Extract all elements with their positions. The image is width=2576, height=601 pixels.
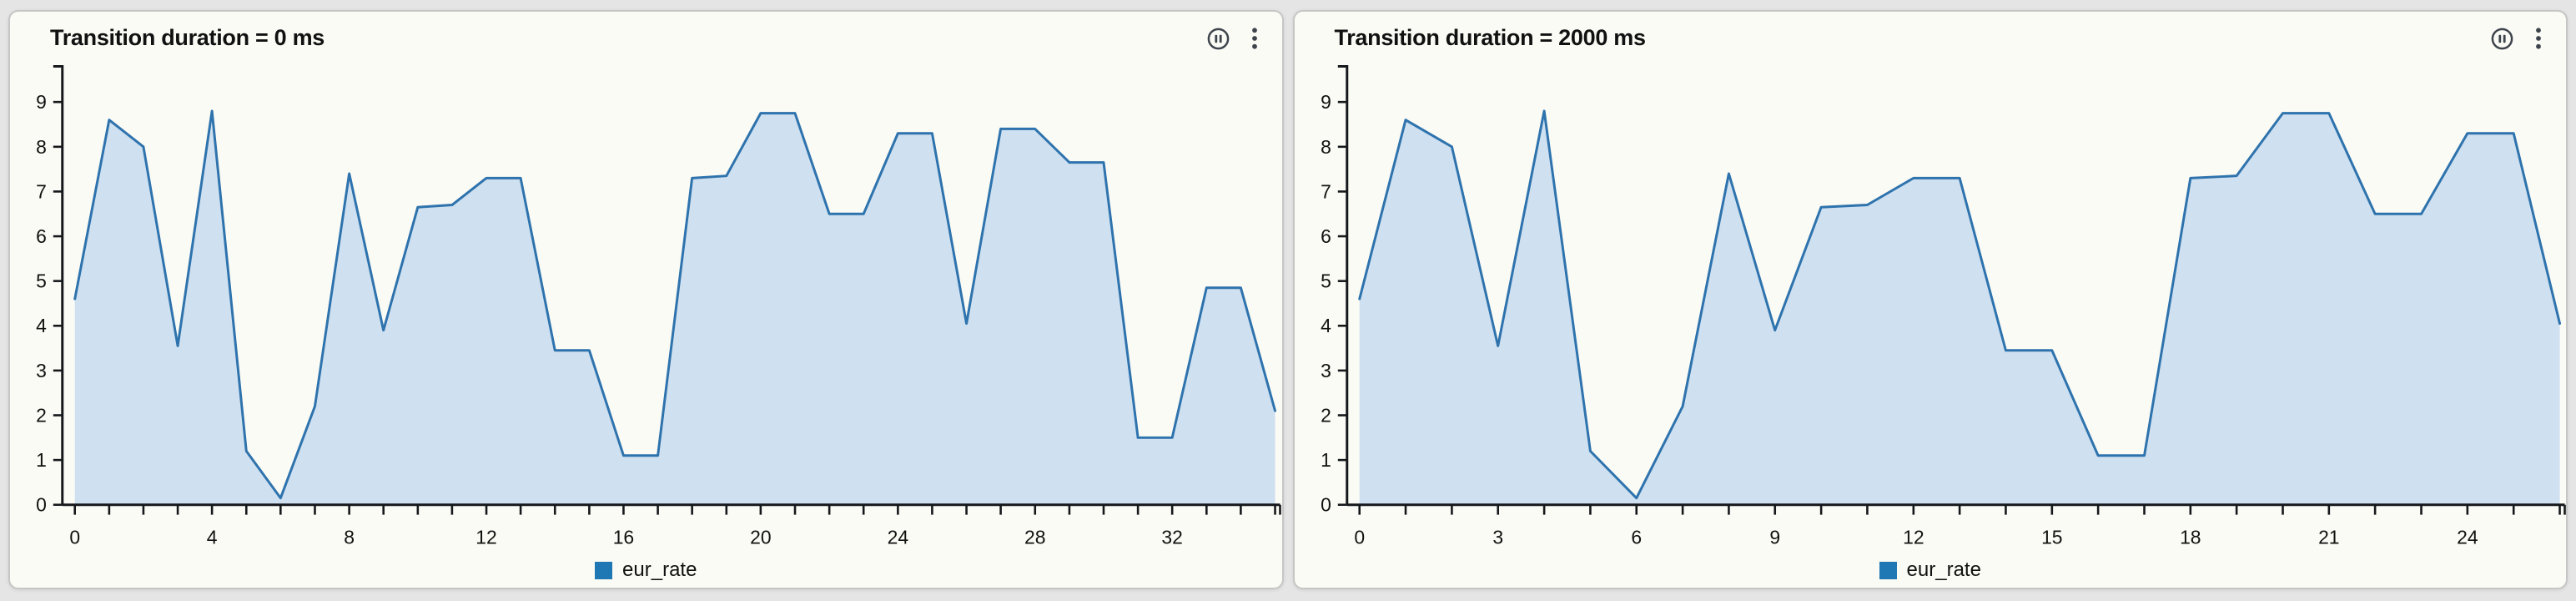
svg-text:5: 5 xyxy=(36,270,47,292)
pause-icon xyxy=(2491,28,2513,49)
svg-text:15: 15 xyxy=(2041,526,2062,548)
svg-text:24: 24 xyxy=(2457,526,2478,548)
pause-button[interactable] xyxy=(2490,27,2514,51)
svg-text:0: 0 xyxy=(36,494,47,516)
svg-text:6: 6 xyxy=(1321,225,1331,247)
svg-text:7: 7 xyxy=(1321,180,1331,202)
pause-button[interactable] xyxy=(1206,27,1230,51)
svg-text:3: 3 xyxy=(36,360,47,381)
panel-title: Transition duration = 0 ms xyxy=(50,25,325,50)
svg-text:2: 2 xyxy=(36,404,47,426)
svg-text:32: 32 xyxy=(1161,526,1182,548)
svg-text:16: 16 xyxy=(613,526,634,548)
svg-text:1: 1 xyxy=(36,449,47,471)
svg-text:4: 4 xyxy=(36,315,47,336)
kebab-menu-button[interactable] xyxy=(1250,26,1259,51)
svg-text:1: 1 xyxy=(1321,449,1331,471)
svg-text:8: 8 xyxy=(344,526,355,548)
svg-text:21: 21 xyxy=(2318,526,2339,548)
svg-text:28: 28 xyxy=(1024,526,1045,548)
panel-toolbar xyxy=(2490,26,2543,51)
svg-text:12: 12 xyxy=(1903,526,1924,548)
chart-panel-0ms: 0 4 8 12 16 20 24 28 32 0 1 2 3 4 5 6 7 8 9 Transition dur… xyxy=(8,10,1284,589)
svg-text:6: 6 xyxy=(36,225,47,247)
svg-text:9: 9 xyxy=(1769,526,1780,548)
svg-text:0: 0 xyxy=(69,526,80,548)
svg-text:0: 0 xyxy=(1354,526,1365,548)
kebab-menu-icon xyxy=(1251,28,1257,49)
legend: eur_rate xyxy=(10,558,1282,583)
svg-text:18: 18 xyxy=(2180,526,2201,548)
svg-text:0: 0 xyxy=(1321,494,1331,516)
svg-text:8: 8 xyxy=(1321,136,1331,158)
legend: eur_rate xyxy=(1295,558,2567,583)
svg-text:3: 3 xyxy=(1492,526,1503,548)
legend-label: eur_rate xyxy=(622,558,697,581)
svg-text:4: 4 xyxy=(207,526,218,548)
kebab-menu-icon xyxy=(2536,28,2541,49)
svg-text:12: 12 xyxy=(475,526,496,548)
panel-toolbar xyxy=(1206,26,1259,51)
pause-icon xyxy=(1207,28,1229,49)
svg-text:8: 8 xyxy=(36,136,47,158)
svg-text:5: 5 xyxy=(1321,270,1331,292)
legend-swatch-icon xyxy=(595,561,613,579)
kebab-menu-button[interactable] xyxy=(2534,26,2543,51)
svg-text:7: 7 xyxy=(36,180,47,202)
legend-swatch-icon xyxy=(1879,561,1897,579)
svg-text:20: 20 xyxy=(750,526,771,548)
legend-label: eur_rate xyxy=(1906,558,1981,581)
svg-text:9: 9 xyxy=(1321,91,1331,113)
svg-text:4: 4 xyxy=(1321,315,1331,336)
svg-text:24: 24 xyxy=(888,526,909,548)
svg-text:9: 9 xyxy=(36,91,47,113)
svg-text:3: 3 xyxy=(1321,360,1331,381)
svg-text:6: 6 xyxy=(1631,526,1642,548)
panel-title: Transition duration = 2000 ms xyxy=(1334,25,1646,50)
svg-text:2: 2 xyxy=(1321,404,1331,426)
chart-panel-2000ms: 0 3 6 9 12 15 18 21 24 0 1 2 3 4 5 6 7 8 9 Transition dura… xyxy=(1292,10,2568,589)
